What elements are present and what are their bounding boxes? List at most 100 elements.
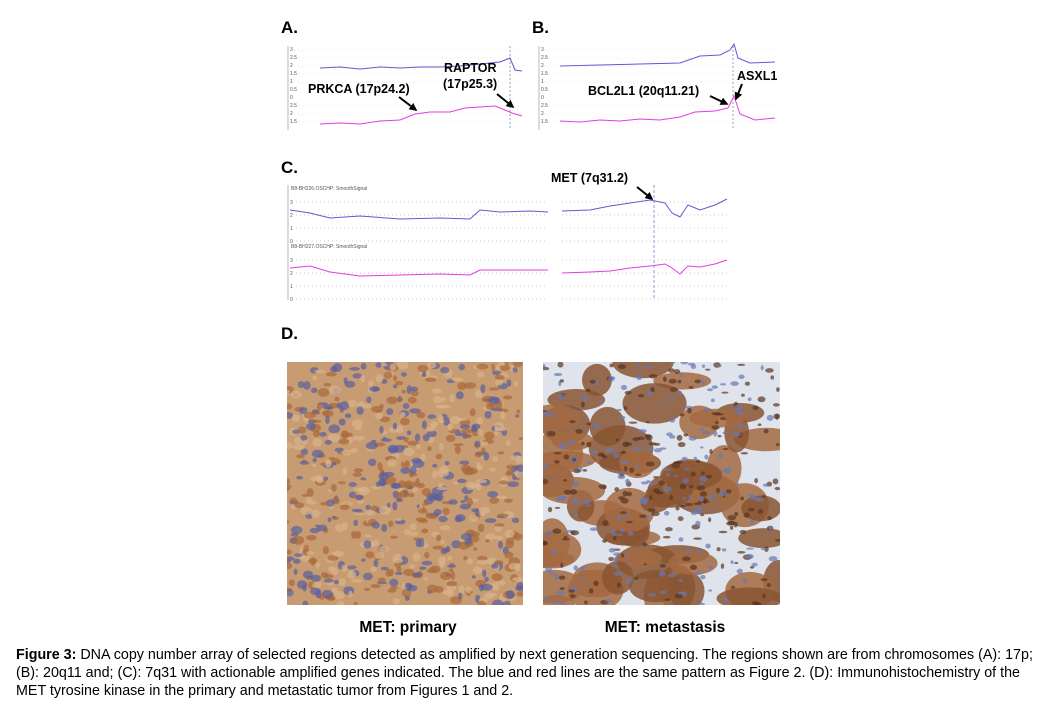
cell [573,498,580,504]
cell [453,481,458,485]
cell [620,460,630,465]
cell [720,469,727,472]
cell [363,572,373,581]
cell [391,482,400,489]
cell [684,502,693,507]
cell [476,371,485,378]
cell [690,471,696,477]
cell [647,593,657,597]
cell [441,396,446,402]
cell [549,572,555,575]
cell [543,366,546,371]
cell [699,482,704,486]
tick-label: 1.5 [290,71,297,77]
cell [662,376,667,382]
cell [677,390,682,395]
cell [617,363,627,370]
cell [639,514,647,519]
cell [364,534,372,538]
cell [292,535,305,545]
cell [708,589,713,592]
cell [695,550,704,554]
cell [353,519,358,527]
cell [395,397,404,402]
cell [512,577,523,582]
cell [697,602,706,605]
cell [298,406,308,415]
cell [366,396,372,404]
cell [334,396,340,402]
cell [739,529,747,535]
cell [589,379,596,384]
cell [757,509,764,514]
cell [447,555,453,561]
cell [312,375,317,381]
cell [323,410,330,416]
cell [668,368,676,373]
cell [403,568,415,577]
cell [294,502,305,509]
cell [688,385,694,389]
cell [481,447,486,455]
cell [477,429,483,436]
cell [305,496,312,504]
cell [615,438,619,442]
cell [415,477,420,484]
cell [497,451,505,455]
cell [360,558,366,562]
cell [690,363,697,370]
cell [678,579,684,582]
cell [380,438,392,442]
cell [593,580,599,587]
tick-label: 2 [290,111,293,117]
cell [583,582,590,586]
cell [287,403,293,410]
cell [776,387,780,392]
cell [695,459,701,463]
cell [371,405,384,413]
cell [543,540,548,545]
cell [394,380,404,386]
cell [380,566,389,571]
cell [350,578,363,584]
cell [455,391,464,400]
cell [347,565,357,570]
cell [352,419,364,428]
cell [492,599,504,605]
cell [458,363,466,371]
cell [480,384,486,394]
cell [287,390,290,394]
cell [741,393,745,397]
panel-label: B. [532,18,549,37]
cell [737,422,743,427]
cell [365,504,372,510]
gene-annotation: RAPTOR [444,61,497,75]
cell [588,588,594,594]
cell [613,571,623,576]
cell [459,503,471,510]
cell [406,385,412,394]
cell [341,449,352,456]
cell [464,538,473,546]
cell [563,489,573,495]
cell [664,598,671,601]
cell [457,478,467,484]
cell [480,583,493,591]
cell [711,425,720,430]
cell [306,423,316,431]
cell [516,409,521,414]
cell [291,414,300,422]
cell [611,565,619,568]
cell [716,547,721,552]
cell [472,547,478,551]
cell [668,378,677,384]
cell [436,486,448,491]
cell [403,447,415,457]
panel-label: D. [281,324,298,343]
panel-b: BCL2L1 (20q11.21) ASXL1 [538,42,777,130]
cell [288,579,295,587]
cell [717,434,722,438]
cell [386,408,394,416]
cell [730,585,736,589]
tick-label: 0.5 [290,87,297,93]
